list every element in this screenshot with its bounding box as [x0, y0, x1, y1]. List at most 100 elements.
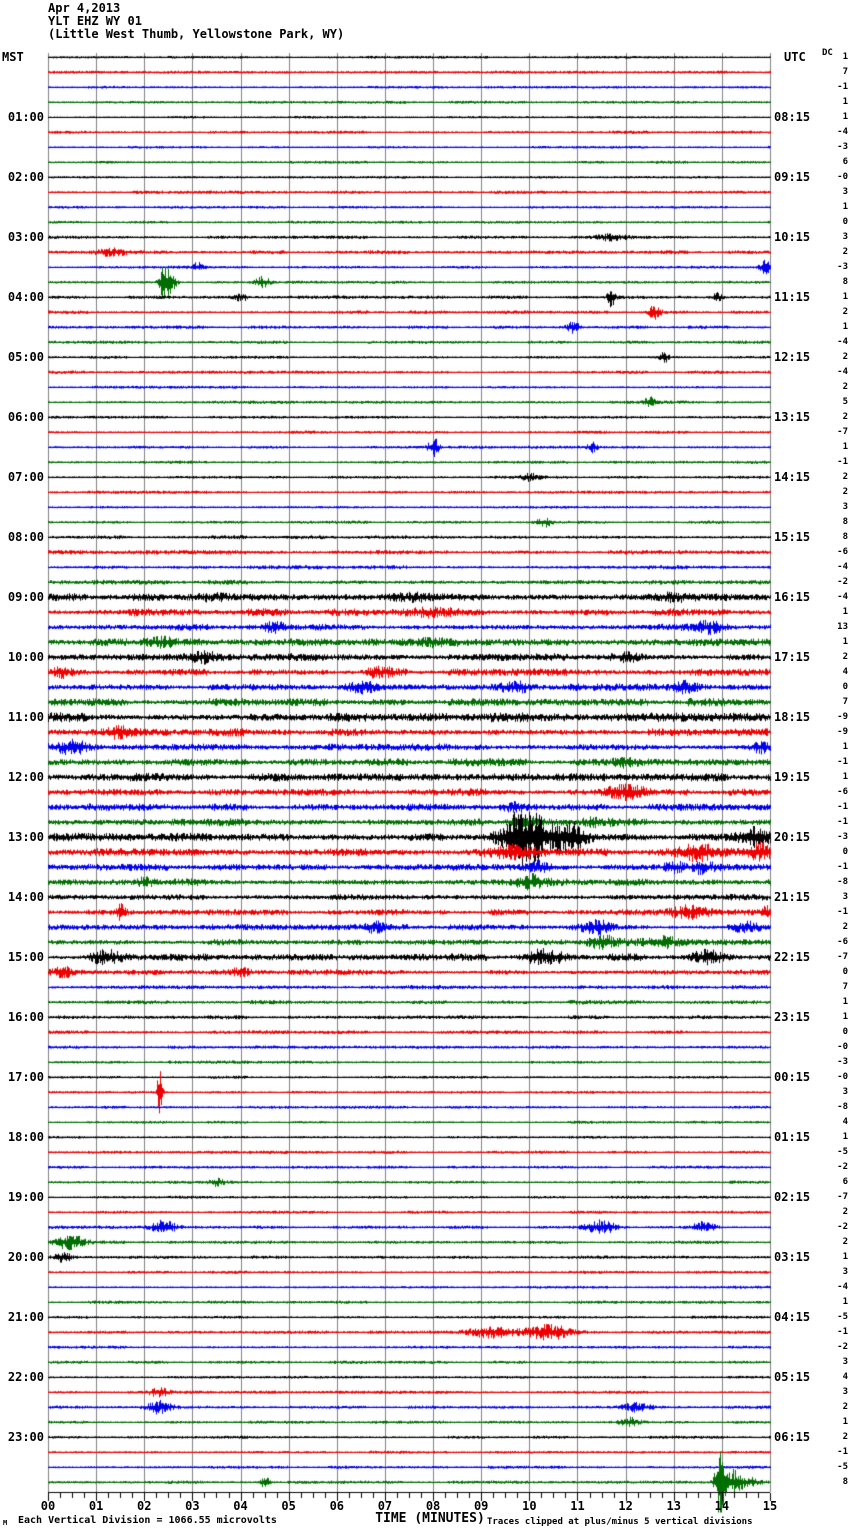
dc-offset-value: -6 — [837, 787, 848, 797]
utc-hour-label: 15:15 — [774, 530, 811, 544]
dc-offset-value: 1 — [842, 1417, 848, 1427]
dc-offset-value: 1 — [842, 1012, 848, 1022]
dc-offset-value: -4 — [837, 562, 848, 572]
utc-hour-label: 21:15 — [774, 890, 811, 904]
mst-hour-label: 19:00 — [7, 1190, 44, 1204]
dc-offset-value: -3 — [837, 142, 848, 152]
mst-hour-label: 09:00 — [7, 590, 44, 604]
dc-offset-value: 6 — [842, 157, 848, 167]
mst-hour-label: 20:00 — [7, 1250, 44, 1264]
mst-hour-label: 11:00 — [7, 710, 44, 724]
dc-offset-value: 7 — [842, 67, 848, 77]
mst-hour-label: 08:00 — [7, 530, 44, 544]
dc-offset-value: -3 — [837, 832, 848, 842]
mst-column-header: MST — [2, 50, 24, 64]
dc-offset-value: 4 — [842, 1372, 848, 1382]
minute-tick-label: 01 — [88, 1499, 104, 1513]
mst-hour-label: 07:00 — [7, 470, 44, 484]
dc-offset-value: 3 — [842, 1357, 848, 1367]
dc-offset-value: -7 — [837, 1192, 848, 1202]
dc-offset-value: -4 — [837, 367, 848, 377]
dc-offset-value: 0 — [842, 847, 848, 857]
mst-hour-label: 01:00 — [7, 110, 44, 124]
dc-offset-value: -0 — [837, 1072, 848, 1082]
utc-hour-label: 22:15 — [774, 950, 811, 964]
dc-offset-value: 2 — [842, 922, 848, 932]
utc-hour-label: 02:15 — [774, 1190, 811, 1204]
minute-tick-label: 12 — [618, 1499, 633, 1513]
utc-hour-label: 10:15 — [774, 230, 811, 244]
utc-hour-label: 06:15 — [774, 1430, 811, 1444]
utc-hour-label: 11:15 — [774, 290, 811, 304]
utc-hour-label: 16:15 — [774, 590, 811, 604]
dc-offset-value: 7 — [842, 697, 848, 707]
dc-offset-value: -6 — [837, 937, 848, 947]
dc-offset-value: -1 — [837, 1447, 848, 1457]
dc-offset-value: 2 — [842, 487, 848, 497]
dc-offset-value: 1 — [842, 52, 848, 62]
dc-offset-value: 8 — [842, 277, 848, 287]
dc-offset-value: -1 — [837, 907, 848, 917]
dc-offset-value: 0 — [842, 217, 848, 227]
dc-offset-value: 1 — [842, 1252, 848, 1262]
dc-offset-value: 2 — [842, 412, 848, 422]
dc-offset-value: 2 — [842, 247, 848, 257]
dc-offset-value: 4 — [842, 667, 848, 677]
dc-offset-value: 1 — [842, 772, 848, 782]
dc-offset-value: -4 — [837, 1282, 848, 1292]
dc-offset-value: 1 — [842, 607, 848, 617]
dc-offset-value: 2 — [842, 652, 848, 662]
utc-hour-label: 08:15 — [774, 110, 811, 124]
utc-hour-label: 14:15 — [774, 470, 811, 484]
utc-hour-label: 01:15 — [774, 1130, 811, 1144]
dc-offset-value: 1 — [842, 202, 848, 212]
dc-offset-value: -5 — [837, 1462, 848, 1472]
mst-hour-label: 03:00 — [7, 230, 44, 244]
minute-tick-label: 11 — [570, 1499, 585, 1513]
dc-offset-value: 0 — [842, 682, 848, 692]
x-axis-title: TIME (MINUTES) — [375, 1511, 485, 1526]
dc-offset-value: 1 — [842, 97, 848, 107]
minute-tick-label: 15 — [762, 1499, 778, 1513]
utc-hour-label: 09:15 — [774, 170, 811, 184]
dc-offset-value: -4 — [837, 337, 848, 347]
minute-tick-label: 06 — [329, 1499, 345, 1513]
mst-hour-label: 23:00 — [7, 1430, 44, 1444]
utc-hour-label: 13:15 — [774, 410, 811, 424]
dc-offset-value: 8 — [842, 532, 848, 542]
dc-offset-value: -2 — [837, 577, 848, 587]
dc-offset-value: 7 — [842, 982, 848, 992]
dc-offset-value: -2 — [837, 1222, 848, 1232]
dc-offset-value: 13 — [837, 622, 848, 632]
dc-offset-value: 2 — [842, 352, 848, 362]
dc-offset-value: -1 — [837, 457, 848, 467]
dc-offset-value: 2 — [842, 1207, 848, 1217]
dc-offset-value: 2 — [842, 1237, 848, 1247]
mst-hour-label: 10:00 — [7, 650, 44, 664]
mst-hour-label: 22:00 — [7, 1370, 44, 1384]
mst-hour-label: 17:00 — [7, 1070, 44, 1084]
minute-tick-label: 05 — [281, 1499, 296, 1513]
dc-offset-value: -7 — [837, 427, 848, 437]
dc-offset-value: -5 — [837, 1147, 848, 1157]
dc-offset-value: 3 — [842, 1087, 848, 1097]
date-label: Apr 4,2013 — [48, 1, 121, 15]
scale-note: Each Vertical Division = 1066.55 microvo… — [18, 1515, 277, 1526]
dc-offset-value: 2 — [842, 472, 848, 482]
dc-offset-value: -4 — [837, 127, 848, 137]
dc-offset-value: -5 — [837, 1312, 848, 1322]
minute-tick-label: 02 — [137, 1499, 152, 1513]
dc-offset-value: -1 — [837, 802, 848, 812]
utc-hour-label: 17:15 — [774, 650, 811, 664]
mst-hour-label: 02:00 — [7, 170, 44, 184]
dc-offset-value: 2 — [842, 382, 848, 392]
minute-tick-label: 04 — [233, 1499, 248, 1513]
minute-tick-label: 09 — [473, 1499, 489, 1513]
utc-hour-label: 05:15 — [774, 1370, 811, 1384]
utc-hour-label: 04:15 — [774, 1310, 811, 1324]
mst-hour-label: 21:00 — [7, 1310, 44, 1324]
utc-hour-label: 00:15 — [774, 1070, 811, 1084]
dc-offset-value: 4 — [842, 1117, 848, 1127]
title-block: Apr 4,2013 YLT EHZ WY 01 (Little West Thum… — [48, 2, 344, 41]
